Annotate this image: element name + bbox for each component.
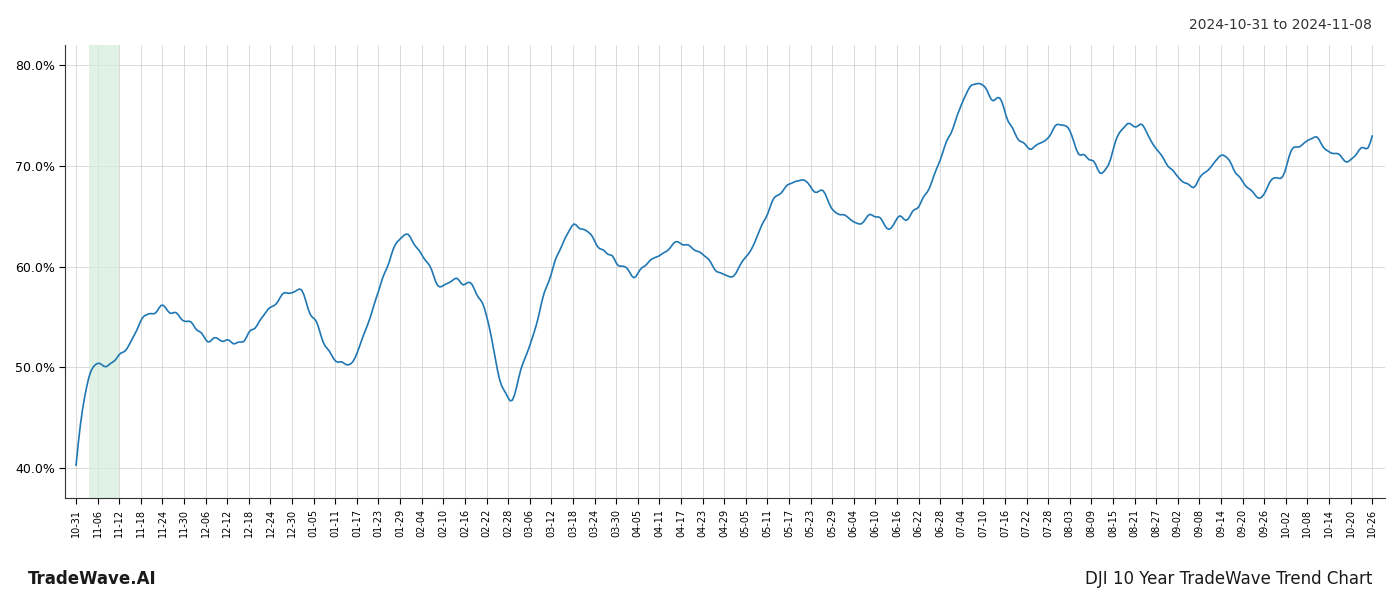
Bar <box>88 45 119 498</box>
Text: 2024-10-31 to 2024-11-08: 2024-10-31 to 2024-11-08 <box>1189 18 1372 32</box>
Text: TradeWave.AI: TradeWave.AI <box>28 570 157 588</box>
Text: DJI 10 Year TradeWave Trend Chart: DJI 10 Year TradeWave Trend Chart <box>1085 570 1372 588</box>
